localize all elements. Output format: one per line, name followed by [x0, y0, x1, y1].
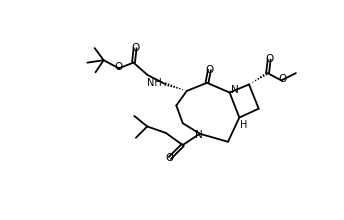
Text: N: N [231, 85, 239, 95]
Text: O: O [131, 43, 139, 53]
Text: O: O [205, 65, 214, 75]
Text: O: O [166, 153, 174, 163]
Text: O: O [265, 54, 273, 64]
Text: H: H [240, 120, 247, 130]
Text: NH: NH [147, 78, 162, 88]
Text: N: N [195, 130, 203, 139]
Text: O: O [114, 62, 122, 72]
Text: O: O [278, 74, 286, 84]
